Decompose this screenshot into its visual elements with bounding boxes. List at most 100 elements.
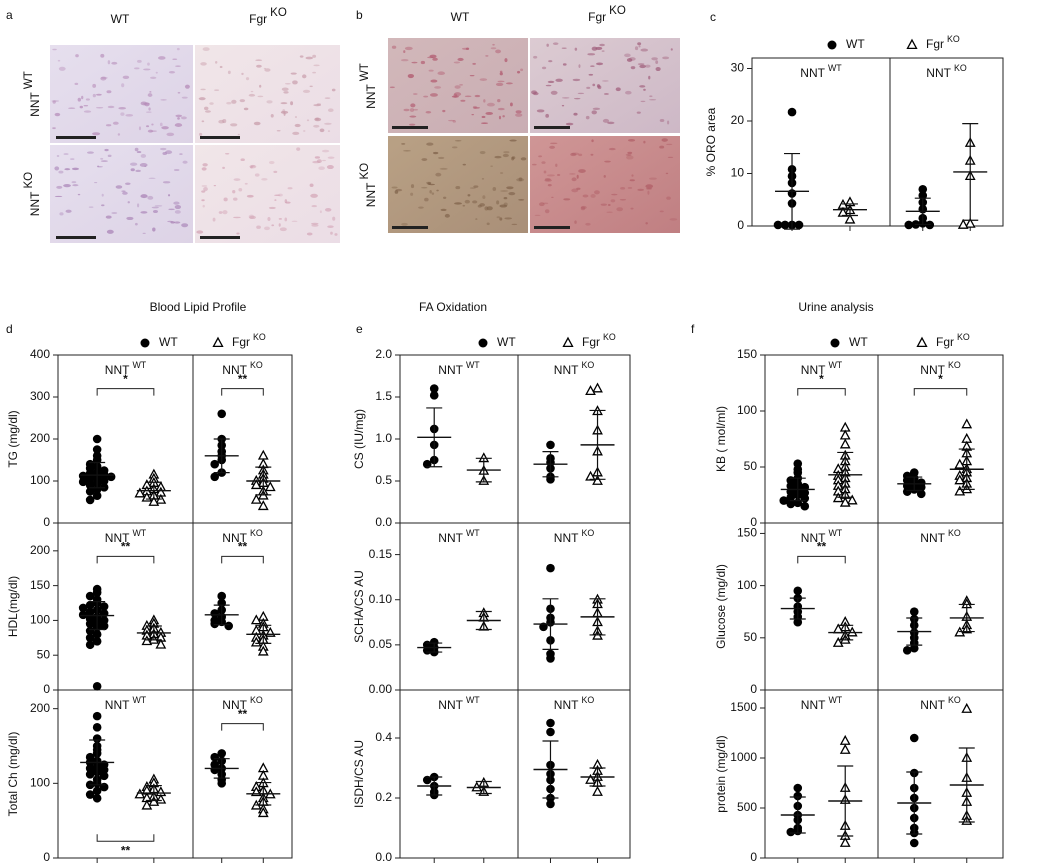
- texture: [428, 183, 436, 186]
- texture: [479, 78, 488, 81]
- texture: [626, 155, 634, 160]
- panel-letter: f: [691, 322, 695, 336]
- superscript: KO: [948, 695, 961, 705]
- data-point: [257, 500, 269, 511]
- data-point: [85, 619, 95, 629]
- texture: [121, 83, 125, 88]
- texture: [655, 60, 659, 65]
- texture: [168, 194, 171, 197]
- texture: [118, 107, 126, 110]
- texture: [200, 88, 206, 91]
- texture: [75, 54, 79, 58]
- texture: [274, 194, 281, 197]
- texture: [202, 204, 205, 208]
- texture: [331, 88, 336, 92]
- texture: [59, 212, 64, 216]
- superscript: KO: [359, 163, 371, 180]
- texture: [591, 110, 597, 115]
- texture: [299, 55, 304, 58]
- texture: [196, 230, 204, 234]
- data-point: [779, 496, 789, 505]
- texture: [182, 160, 188, 164]
- significance-bracket: [797, 555, 846, 564]
- error-bar: [213, 604, 230, 626]
- texture: [546, 174, 555, 177]
- texture: [649, 177, 657, 180]
- data-point: [85, 770, 95, 779]
- data-point: [217, 591, 227, 601]
- texture: [312, 71, 317, 74]
- texture: [222, 118, 227, 124]
- error-bar: [255, 466, 272, 496]
- texture: [246, 194, 254, 198]
- data-point: [957, 218, 969, 229]
- texture: [313, 104, 322, 107]
- texture: [292, 131, 300, 135]
- y-tick-label: 100: [737, 578, 757, 592]
- texture: [403, 50, 406, 54]
- texture: [418, 206, 424, 209]
- texture: [594, 190, 600, 195]
- column-label: WT: [451, 10, 470, 24]
- texture: [646, 187, 652, 190]
- significance-label: **: [238, 540, 248, 554]
- superscript: WT: [466, 528, 480, 538]
- data-point: [78, 603, 88, 613]
- texture: [147, 62, 150, 66]
- texture: [639, 85, 646, 88]
- texture: [602, 80, 609, 82]
- texture: [136, 59, 142, 63]
- texture: [134, 67, 140, 70]
- texture: [249, 215, 256, 220]
- y-tick-label: 100: [30, 473, 50, 487]
- texture: [669, 218, 678, 221]
- texture: [267, 217, 271, 221]
- data-point: [78, 477, 88, 487]
- texture: [313, 124, 320, 128]
- label-part: NNT: [801, 363, 826, 377]
- facet-title: NNT WT: [800, 63, 842, 80]
- texture: [426, 142, 434, 146]
- texture: [586, 86, 591, 89]
- texture: [604, 160, 611, 163]
- texture: [283, 91, 289, 94]
- texture: [582, 194, 589, 198]
- error-bar: [589, 409, 606, 480]
- texture: [77, 97, 82, 102]
- texture: [318, 166, 325, 170]
- texture: [165, 150, 173, 155]
- error-bar: [589, 598, 606, 636]
- texture: [404, 46, 413, 51]
- facet-title: NNT WT: [801, 360, 843, 377]
- data-point: [134, 487, 146, 498]
- texture: [311, 205, 318, 208]
- texture: [483, 99, 486, 103]
- texture: [499, 217, 503, 221]
- scale-bar: [56, 236, 96, 239]
- error-bar: [837, 624, 854, 641]
- superscript: WT: [828, 695, 842, 705]
- texture: [596, 62, 604, 66]
- texture: [616, 207, 623, 212]
- texture: [442, 109, 446, 113]
- data-point: [546, 718, 555, 728]
- texture: [236, 232, 240, 235]
- texture: [629, 179, 635, 182]
- facet-title: NNT KO: [222, 695, 263, 712]
- y-tick-label: 200: [30, 431, 50, 445]
- error-bar: [906, 476, 923, 492]
- superscript: WT: [828, 360, 842, 370]
- texture: [176, 47, 180, 51]
- texture: [509, 139, 517, 142]
- texture: [585, 115, 590, 120]
- scale-bar: [56, 136, 96, 139]
- label-part: NNT: [554, 531, 579, 545]
- texture: [264, 226, 270, 231]
- error-bar: [426, 642, 443, 653]
- texture: [591, 46, 598, 51]
- texture: [284, 83, 291, 85]
- legend-marker: [830, 338, 840, 348]
- texture: [126, 216, 134, 221]
- y-tick-label: 400: [30, 347, 50, 361]
- texture: [624, 53, 631, 58]
